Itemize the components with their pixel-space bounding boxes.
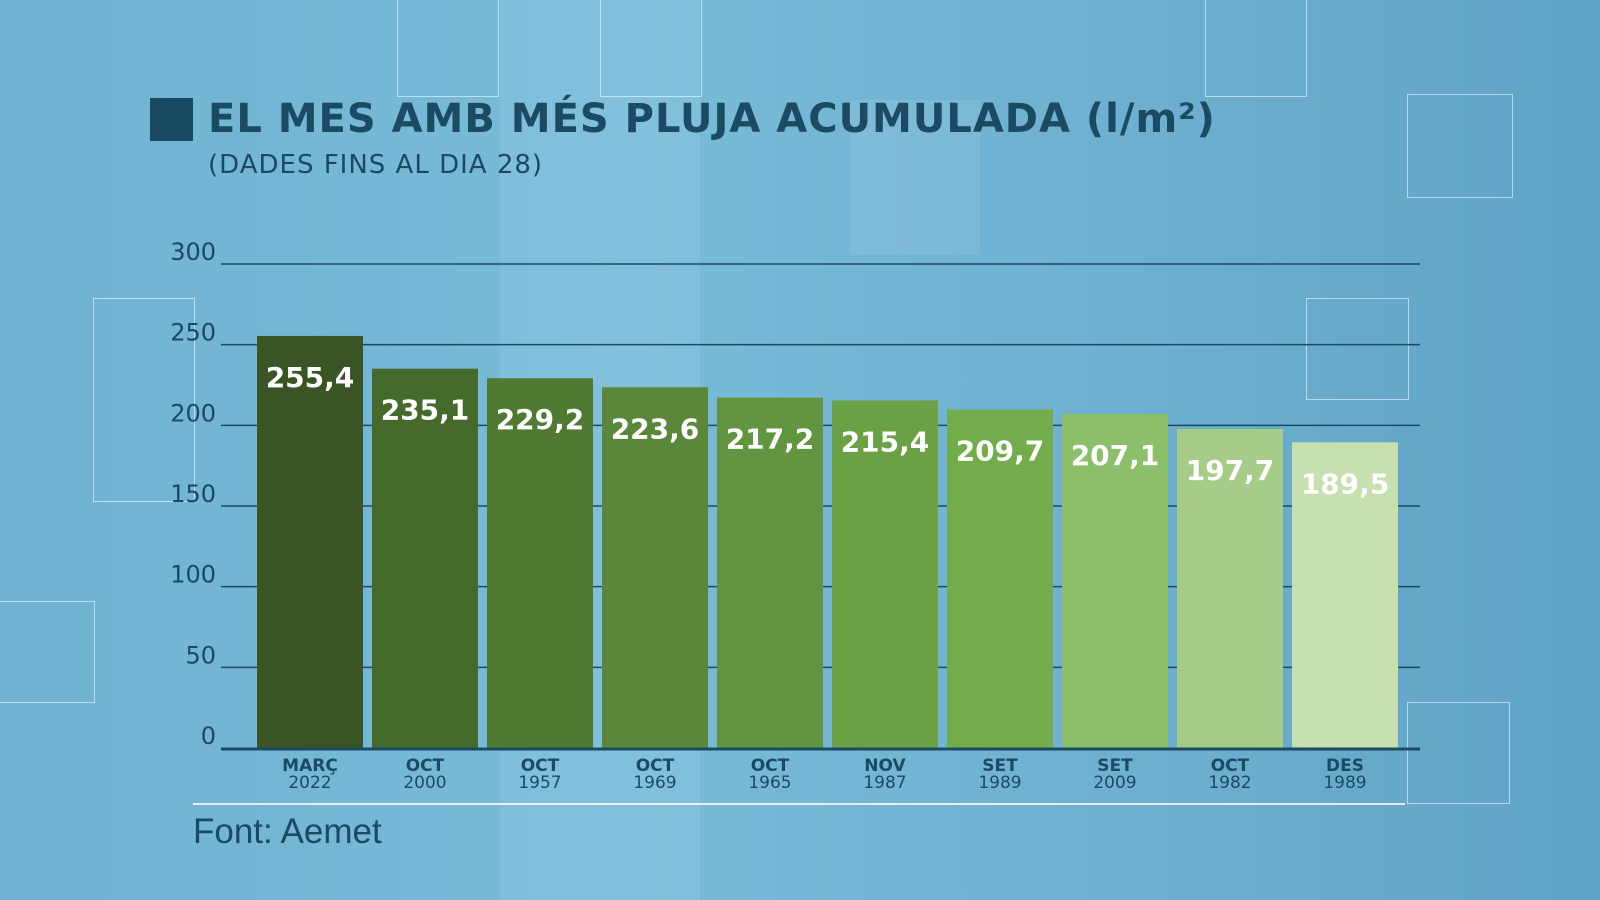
bar bbox=[1292, 442, 1398, 748]
bar bbox=[947, 409, 1053, 748]
bar bbox=[257, 335, 363, 748]
bar-value-label: 189,5 bbox=[1301, 467, 1390, 500]
deco-frame bbox=[93, 298, 195, 502]
deco-frame bbox=[600, 0, 702, 97]
y-tick-label: 0 bbox=[201, 722, 216, 750]
x-tick-month: NOV bbox=[864, 756, 906, 776]
x-tick-month: MARÇ bbox=[282, 756, 338, 776]
x-tick-year: 1989 bbox=[1323, 773, 1366, 793]
deco-frame bbox=[1306, 298, 1409, 400]
bar-value-label: 207,1 bbox=[1071, 439, 1160, 472]
bar-value-label: 229,2 bbox=[496, 403, 585, 436]
x-tick-month: OCT bbox=[1211, 756, 1250, 776]
deco-frame bbox=[1407, 94, 1513, 198]
x-tick-year: 2022 bbox=[288, 773, 331, 793]
x-tick-month: OCT bbox=[636, 756, 675, 776]
bar bbox=[832, 400, 938, 748]
x-tick-year: 1957 bbox=[518, 773, 561, 793]
bar-value-label: 255,4 bbox=[266, 361, 355, 394]
y-tick-label: 200 bbox=[170, 399, 216, 427]
deco-frame bbox=[0, 601, 95, 703]
bar bbox=[1177, 429, 1283, 748]
deco-frame bbox=[1407, 702, 1510, 804]
x-tick-month: OCT bbox=[406, 756, 445, 776]
bar bbox=[717, 397, 823, 748]
x-tick-year: 1965 bbox=[748, 773, 791, 793]
bar bbox=[602, 387, 708, 748]
bar-value-label: 217,2 bbox=[726, 423, 815, 456]
bar-value-label: 209,7 bbox=[956, 435, 1045, 468]
bar-value-label: 215,4 bbox=[841, 425, 930, 458]
chart-title: EL MES AMB MÉS PLUJA ACUMULADA (l/m²) bbox=[208, 96, 1216, 142]
y-tick-label: 100 bbox=[170, 561, 216, 589]
bg-panel bbox=[850, 100, 980, 255]
x-tick-year: 1989 bbox=[978, 773, 1021, 793]
bar-value-label: 223,6 bbox=[611, 412, 700, 445]
y-tick-label: 250 bbox=[170, 319, 216, 347]
bar-value-label: 197,7 bbox=[1186, 454, 1275, 487]
title-marker bbox=[150, 98, 193, 141]
x-tick-year: 2000 bbox=[403, 773, 446, 793]
x-tick-month: OCT bbox=[751, 756, 790, 776]
bar bbox=[487, 378, 593, 748]
deco-frame bbox=[397, 0, 499, 97]
source-note: Font: Aemet bbox=[193, 812, 382, 851]
bar bbox=[372, 368, 478, 748]
x-tick-year: 1982 bbox=[1208, 773, 1251, 793]
x-tick-year: 2009 bbox=[1093, 773, 1136, 793]
chart-subtitle: (DADES FINS AL DIA 28) bbox=[208, 150, 544, 180]
x-tick-year: 1987 bbox=[863, 773, 906, 793]
x-tick-month: OCT bbox=[521, 756, 560, 776]
x-tick-month: DES bbox=[1326, 756, 1364, 776]
x-tick-year: 1969 bbox=[633, 773, 676, 793]
y-tick-label: 300 bbox=[170, 238, 216, 266]
y-tick-label: 50 bbox=[185, 641, 216, 669]
x-tick-month: SET bbox=[1097, 756, 1133, 776]
deco-frame bbox=[1205, 0, 1307, 97]
y-tick-label: 150 bbox=[170, 480, 216, 508]
x-tick-month: SET bbox=[982, 756, 1018, 776]
bar-value-label: 235,1 bbox=[381, 394, 470, 427]
bar bbox=[1062, 413, 1168, 748]
